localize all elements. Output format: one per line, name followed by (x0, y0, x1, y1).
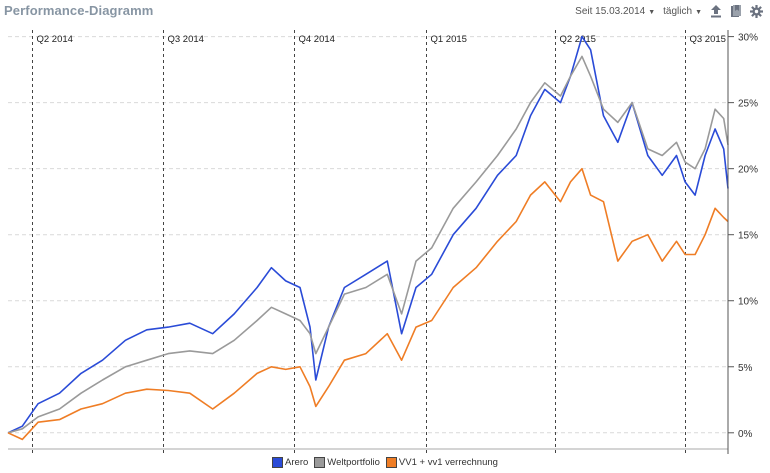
legend-label: VV1 + vv1 verrechnung (398, 457, 498, 468)
legend-item[interactable]: Weltportfolio (314, 457, 380, 468)
date-range-label: Seit 15.03.2014 (575, 6, 646, 17)
quarter-label: Q3 2014 (168, 34, 204, 45)
gear-icon[interactable] (750, 5, 763, 18)
y-tick-label: 15% (738, 231, 758, 242)
quarter-label: Q1 2015 (431, 34, 467, 45)
interval-label: täglich (663, 6, 693, 17)
y-tick-label: 30% (738, 33, 758, 44)
quarter-markers: Q2 2014 Q3 2014 Q4 2014 Q1 2015 Q2 2015 Q3 20… (32, 30, 726, 454)
legend-swatch (272, 457, 284, 468)
legend-item[interactable]: VV1 + vv1 verrechnung (385, 457, 498, 468)
chevron-down-icon: ▼ (695, 9, 702, 16)
series-line (7, 35, 729, 434)
quarter-label: Q4 2014 (299, 34, 335, 45)
quarter-label: Q2 2015 (560, 34, 596, 45)
legend-label: Arero (285, 457, 309, 468)
bookmark-icon[interactable] (730, 5, 742, 18)
legend-swatch (385, 457, 397, 468)
interval-dropdown[interactable]: täglich ▼ (663, 6, 702, 17)
y-axis: 0% 5% 10% 15% 20% 25% 30% (727, 30, 758, 454)
chevron-down-icon: ▼ (648, 9, 656, 16)
series-lines (7, 35, 729, 441)
y-tick-label: 20% (738, 165, 758, 176)
upload-icon[interactable] (710, 5, 722, 18)
y-tick-label: 10% (738, 297, 758, 308)
quarter-label: Q2 2014 (37, 34, 73, 45)
chart-legend: Arero Weltportfolio VV1 + vv1 verrechnung (0, 457, 770, 468)
date-range-dropdown[interactable]: Seit 15.03.2014 ▼ (575, 6, 655, 17)
chart-controls: Seit 15.03.2014 ▼ täglich ▼ (571, 5, 763, 18)
y-tick-label: 0% (738, 429, 753, 440)
legend-swatch (314, 457, 326, 468)
series-line (7, 167, 729, 441)
page-title: Performance-Diagramm (4, 3, 154, 18)
legend-label: Weltportfolio (327, 457, 380, 468)
legend-item[interactable]: Arero (272, 457, 308, 468)
y-tick-label: 5% (738, 363, 753, 374)
series-line (7, 55, 729, 434)
y-tick-label: 25% (738, 99, 758, 110)
quarter-label: Q3 2015 (690, 34, 726, 45)
chart-grid (8, 36, 728, 450)
